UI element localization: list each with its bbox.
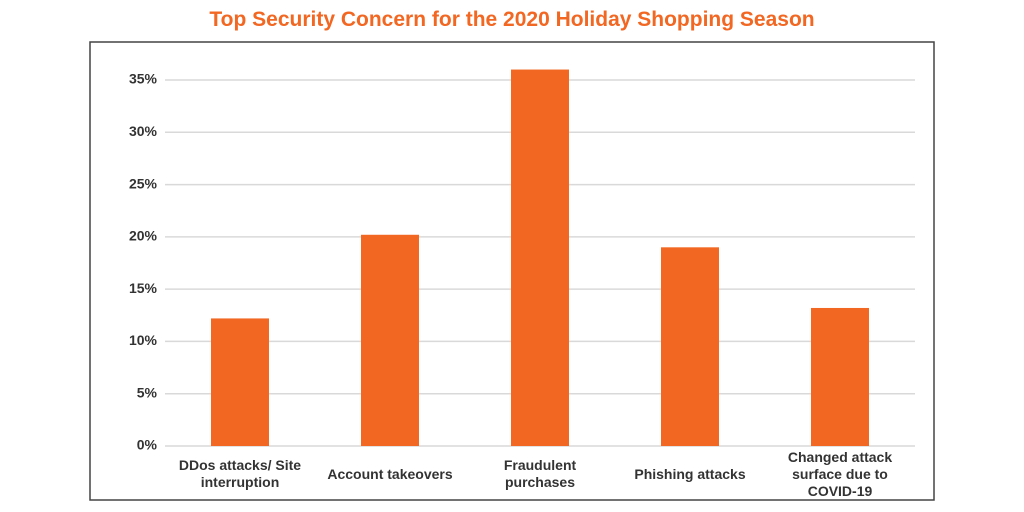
y-tick-label: 20% xyxy=(129,228,158,244)
x-tick-label: Fraudulent purchases xyxy=(503,457,577,490)
y-tick-label: 15% xyxy=(129,280,158,296)
x-tick-label: Changed attack surface due to COVID-19 xyxy=(787,448,893,499)
x-tick-label: Account takeovers xyxy=(327,465,453,482)
frame xyxy=(89,41,935,501)
bar xyxy=(211,318,269,446)
x-tick-label: DDos attacks/ Site interruption xyxy=(178,457,302,490)
bar xyxy=(811,307,869,446)
y-tick-label: 0% xyxy=(137,437,158,453)
y-tick-label: 30% xyxy=(129,123,158,139)
x-tick-label: Phishing attacks xyxy=(634,465,746,482)
y-tick-label: 25% xyxy=(129,175,158,191)
y-tick-label: 35% xyxy=(129,71,158,87)
y-tick-label: 5% xyxy=(137,384,158,400)
bar xyxy=(661,247,719,446)
chart-title: Top Security Concern for the 2020 Holida… xyxy=(209,8,815,31)
bar xyxy=(511,69,569,446)
bar xyxy=(361,234,419,446)
y-tick-label: 10% xyxy=(129,332,158,348)
